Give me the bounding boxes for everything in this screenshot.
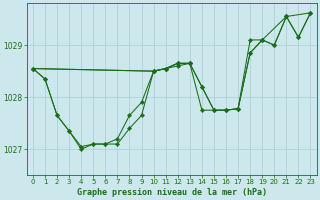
X-axis label: Graphe pression niveau de la mer (hPa): Graphe pression niveau de la mer (hPa)	[77, 188, 267, 197]
